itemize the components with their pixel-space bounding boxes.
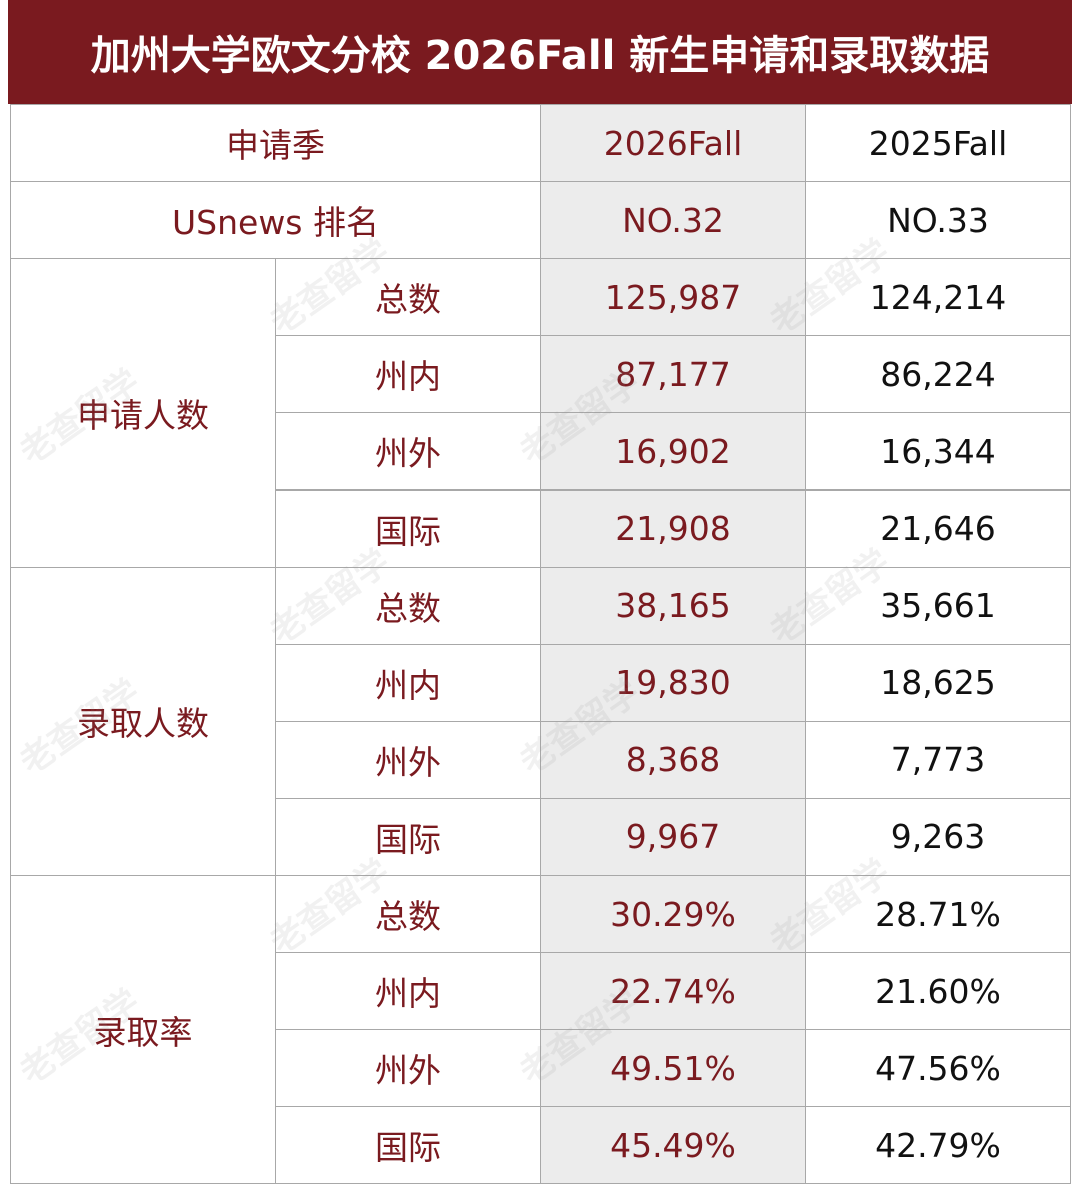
value-2026: 21,908 <box>540 489 806 568</box>
value-2025: 28.71% <box>805 875 1071 954</box>
value-2025: 7,773 <box>805 720 1071 799</box>
ranking-2026: NO.32 <box>540 181 806 260</box>
cell-text: 国际 <box>375 511 441 551</box>
sub-label: 国际 <box>275 489 541 568</box>
group-label: 录取率 <box>10 875 276 1185</box>
cell-text: 州内 <box>375 357 441 397</box>
value-2025: 47.56% <box>805 1029 1071 1108</box>
value-2025: 16,344 <box>805 412 1071 491</box>
cell-text: 21.60% <box>875 971 1001 1011</box>
cell-text: 州外 <box>375 1051 441 1091</box>
cell-text: USnews 排名 <box>172 203 379 243</box>
ranking-label: USnews 排名 <box>10 181 541 260</box>
cell-text: 28.71% <box>875 894 1001 934</box>
header-2026: 2026Fall <box>540 104 806 183</box>
sub-label: 总数 <box>275 258 541 337</box>
sub-label: 州外 <box>275 1029 541 1108</box>
sub-label: 总数 <box>275 875 541 954</box>
value-2025: 18,625 <box>805 643 1071 722</box>
value-2026: 9,967 <box>540 797 806 876</box>
cell-text: 22.74% <box>610 971 736 1011</box>
header-label: 申请季 <box>10 104 541 183</box>
title-bar: 加州大学欧文分校 2026Fall 新生申请和录取数据 <box>8 0 1072 104</box>
cell-text: 19,830 <box>615 663 731 703</box>
value-2026: 19,830 <box>540 643 806 722</box>
value-2026: 49.51% <box>540 1029 806 1108</box>
title: 加州大学欧文分校 2026Fall 新生申请和录取数据 <box>90 33 990 79</box>
cell-text: 7,773 <box>890 740 986 780</box>
value-2026: 22.74% <box>540 952 806 1031</box>
value-2026: 38,165 <box>540 566 806 645</box>
cell-text: 21,646 <box>880 509 996 549</box>
cell-text: 21,908 <box>615 509 731 549</box>
cell-text: 2025Fall <box>868 123 1008 163</box>
cell-text: 申请季 <box>226 126 325 166</box>
value-2026: 45.49% <box>540 1106 806 1185</box>
cell-text: 州内 <box>375 974 441 1014</box>
group-label: 申请人数 <box>10 258 276 568</box>
sub-label: 国际 <box>275 1106 541 1185</box>
header-2025: 2025Fall <box>805 104 1071 183</box>
cell-text: 国际 <box>375 819 441 859</box>
value-2025: 9,263 <box>805 797 1071 876</box>
cell-text: 47.56% <box>875 1048 1001 1088</box>
cell-text: 8,368 <box>625 740 721 780</box>
cell-text: 49.51% <box>610 1048 736 1088</box>
cell-text: 35,661 <box>880 586 996 626</box>
cell-text: 87,177 <box>615 354 731 394</box>
cell-text: 86,224 <box>880 354 996 394</box>
cell-text: 42.79% <box>875 1125 1001 1165</box>
cell-text: 州外 <box>375 434 441 474</box>
cell-text: 9,967 <box>625 817 721 857</box>
cell-text: 总数 <box>375 897 441 937</box>
value-2025: 35,661 <box>805 566 1071 645</box>
value-2025: 124,214 <box>805 258 1071 337</box>
sub-label: 州外 <box>275 412 541 491</box>
cell-text: 125,987 <box>604 277 742 317</box>
ranking-2025: NO.33 <box>805 181 1071 260</box>
cell-text: 30.29% <box>610 894 736 934</box>
value-2026: 125,987 <box>540 258 806 337</box>
cell-text: 38,165 <box>615 586 731 626</box>
cell-text: 录取人数 <box>77 704 209 744</box>
cell-text: 16,902 <box>615 431 731 471</box>
sub-label: 总数 <box>275 566 541 645</box>
cell-text: 45.49% <box>610 1125 736 1165</box>
cell-text: NO.32 <box>622 200 724 240</box>
sub-label: 州内 <box>275 335 541 414</box>
value-2025: 42.79% <box>805 1106 1071 1185</box>
sub-label: 国际 <box>275 797 541 876</box>
value-2026: 87,177 <box>540 335 806 414</box>
sub-label: 州内 <box>275 952 541 1031</box>
value-2026: 30.29% <box>540 875 806 954</box>
sub-label: 州外 <box>275 720 541 799</box>
cell-text: 总数 <box>375 280 441 320</box>
cell-text: 州内 <box>375 665 441 705</box>
sub-label: 州内 <box>275 643 541 722</box>
cell-text: 9,263 <box>890 817 986 857</box>
cell-text: 国际 <box>375 1128 441 1168</box>
cell-text: 总数 <box>375 588 441 628</box>
value-2026: 8,368 <box>540 720 806 799</box>
group-label: 录取人数 <box>10 566 276 876</box>
cell-text: 2026Fall <box>603 123 743 163</box>
value-2025: 21.60% <box>805 952 1071 1031</box>
cell-text: 录取率 <box>93 1012 193 1052</box>
value-2025: 86,224 <box>805 335 1071 414</box>
value-2025: 21,646 <box>805 489 1071 568</box>
cell-text: 124,214 <box>869 277 1007 317</box>
cell-text: NO.33 <box>887 200 989 240</box>
cell-text: 申请人数 <box>77 395 209 435</box>
cell-text: 16,344 <box>880 431 996 471</box>
value-2026: 16,902 <box>540 412 806 491</box>
cell-text: 州外 <box>375 742 441 782</box>
cell-text: 18,625 <box>880 663 996 703</box>
